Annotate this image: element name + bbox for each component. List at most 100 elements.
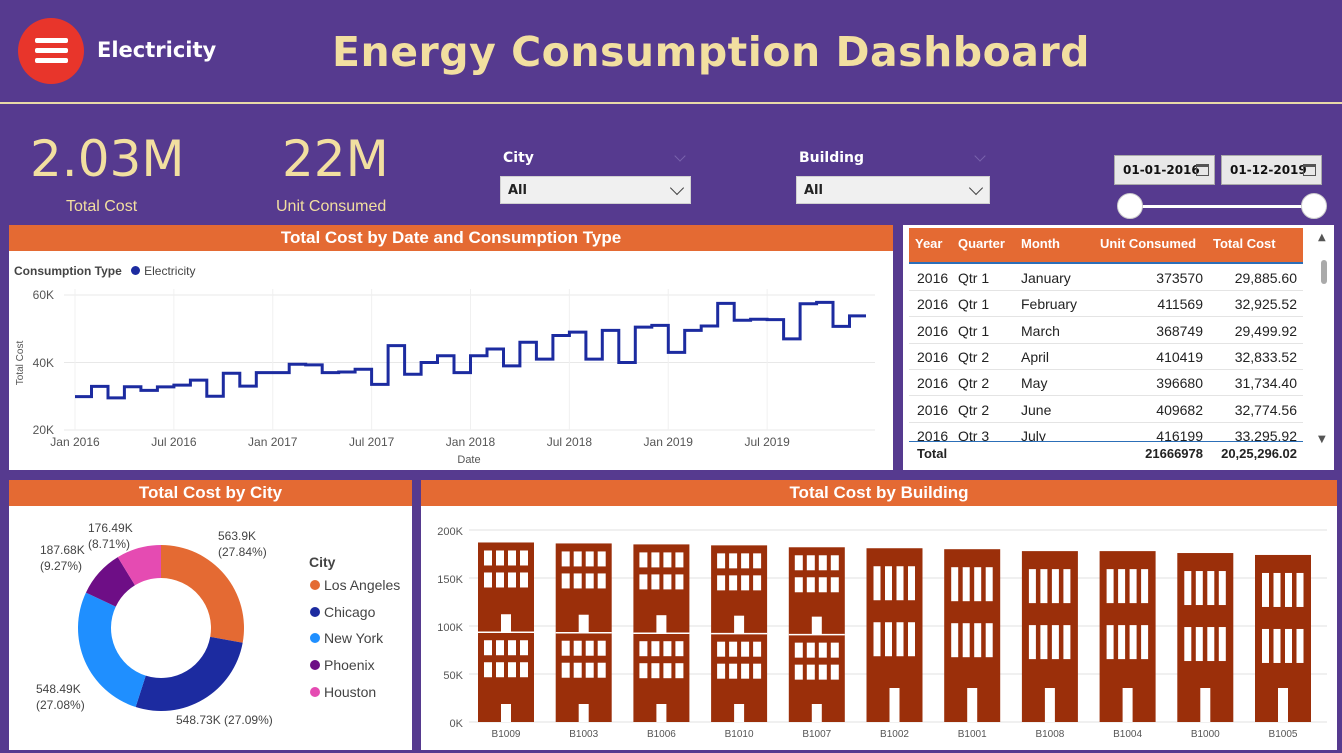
x-tick-label: Jul 2017 [349, 435, 395, 449]
kpi-total-cost-label: Total Cost [66, 198, 138, 215]
legend-label: Houston [324, 683, 377, 700]
x-tick-label: B1007 [802, 729, 831, 740]
x-tick-label: Jan 2018 [446, 435, 496, 449]
legend-label: Chicago [324, 603, 376, 620]
legend-item[interactable]: Los Angeles [310, 577, 400, 593]
scrollbar-thumb[interactable] [1321, 260, 1327, 284]
column-header-unit-consumed[interactable]: Unit Consumed [1100, 236, 1197, 251]
x-tick-label: B1006 [647, 729, 676, 740]
y-tick-label: 0K [450, 718, 464, 730]
y-axis-title: Total Cost [15, 341, 26, 386]
legend-marker [310, 606, 320, 617]
total-unit-consumed: 21666978 [1145, 446, 1203, 461]
donut-slice-phoenix [85, 557, 135, 607]
legend-marker [131, 266, 141, 275]
donut-slice-chicago [135, 636, 243, 711]
legend-marker [310, 580, 320, 590]
date-range-slider-track[interactable] [1129, 205, 1314, 208]
column-header-month[interactable]: Month [1021, 236, 1060, 251]
x-tick-label: Jan 2016 [50, 435, 100, 449]
building-bars: B1009 B1003 B1006 B1010 B1007 B1002 B1001 B1008… [478, 542, 1311, 740]
x-tick-label: B1003 [569, 729, 598, 740]
y-tick-label: 20K [33, 423, 54, 437]
legend-marker [310, 633, 320, 644]
city-filter-label: City [503, 150, 534, 166]
data-table-panel [903, 225, 1334, 470]
kpi-unit-consumed-label: Unit Consumed [276, 198, 387, 215]
legend-item[interactable]: Phoenix [310, 657, 375, 673]
x-tick-label: B1008 [1035, 729, 1064, 740]
column-header-quarter[interactable]: Quarter [958, 236, 1005, 251]
legend-item[interactable]: Houston [310, 684, 376, 700]
x-tick-label: Jul 2019 [744, 435, 790, 449]
legend-label: New York [324, 630, 384, 647]
bar-b1007 [788, 547, 845, 722]
building-filter-select[interactable]: All [796, 176, 990, 204]
x-tick-label: Jul 2018 [547, 435, 593, 449]
series-line-electricity [75, 300, 866, 400]
line-chart-gridlines [64, 289, 875, 431]
donut-legend-title: City [309, 554, 336, 570]
line-chart-panel [9, 225, 893, 470]
y-tick-label: 150K [437, 574, 463, 586]
date-range-slider-end-handle[interactable] [1301, 193, 1327, 219]
header-divider [0, 102, 1342, 104]
city-filter-value: All [508, 183, 527, 198]
y-tick-label: 40K [33, 356, 54, 370]
y-tick-label: 50K [443, 670, 463, 682]
line-chart-legend: Consumption Type Electricity [14, 264, 195, 278]
slice-label-los-angeles: 563.9K (27.84%) [218, 529, 267, 559]
x-tick-label: Jan 2017 [248, 435, 298, 449]
donut-slice-houston [117, 545, 161, 586]
bar-b1003 [555, 543, 612, 722]
scroll-up-icon[interactable]: ▲ [1318, 232, 1326, 243]
calendar-icon[interactable] [1303, 164, 1316, 176]
building-chart: 200K 150K 100K 50K 0K B1009 B1003 B1006 B10… [437, 526, 1327, 740]
city-filter-select[interactable]: All [500, 176, 691, 204]
legend-series-label: Electricity [144, 264, 196, 278]
bar-b1001 [944, 549, 1001, 722]
chevron-down-icon [974, 150, 986, 162]
building-filter-label: Building [799, 150, 865, 166]
slice-label-houston: 176.49K (8.71%) [88, 521, 133, 551]
total-cost: 20,25,296.02 [1221, 446, 1297, 461]
x-tick-label: B1001 [958, 729, 987, 740]
legend-title: Consumption Type [14, 264, 122, 278]
legend-item[interactable]: New York [310, 630, 383, 646]
table-scrollbar[interactable]: ▲ ▼ [1318, 230, 1330, 450]
page-title: Energy Consumption Dashboard [332, 28, 1091, 76]
bar-b1008 [1021, 551, 1078, 722]
date-end-input[interactable]: 01-12-2019 [1221, 155, 1322, 185]
date-start-input[interactable]: 01-01-2016 [1114, 155, 1215, 185]
slice-label-new-york: 548.49K (27.08%) [36, 682, 85, 712]
date-end-value: 01-12-2019 [1230, 163, 1307, 177]
scroll-down-icon[interactable]: ▼ [1318, 434, 1326, 445]
chevron-down-icon [669, 180, 685, 196]
legend-marker [310, 686, 320, 697]
bar-b1004 [1099, 551, 1156, 722]
menu-button[interactable] [18, 18, 84, 84]
date-range-slider-start-handle[interactable] [1117, 193, 1143, 219]
bar-b1002 [866, 548, 923, 722]
donut-chart-title: Total Cost by City [9, 480, 412, 506]
column-header-total-cost[interactable]: Total Cost [1213, 236, 1276, 251]
bar-b1005 [1255, 554, 1311, 722]
chevron-down-icon [968, 180, 984, 196]
donut-slice-los-angeles [161, 545, 245, 643]
calendar-icon[interactable] [1196, 164, 1209, 176]
column-header-year[interactable]: Year [915, 236, 943, 251]
bar-b1009 [478, 542, 534, 722]
kpi-unit-consumed-value: 22M [282, 130, 389, 188]
x-tick-label: B1005 [1269, 729, 1298, 740]
slice-label-phoenix: 187.68K (9.27%) [40, 543, 85, 573]
x-tick-label: B1004 [1113, 729, 1142, 740]
donut-slice-new-york [78, 592, 146, 708]
brand-label: Electricity [97, 38, 217, 62]
building-chart-title: Total Cost by Building [421, 480, 1337, 506]
legend-item[interactable]: Chicago [310, 604, 375, 620]
x-tick-label: B1002 [880, 729, 909, 740]
kpi-total-cost-value: 2.03M [30, 130, 185, 188]
y-tick-label: 100K [437, 622, 463, 634]
bar-b1006 [633, 544, 690, 722]
x-tick-label: Jan 2019 [644, 435, 694, 449]
